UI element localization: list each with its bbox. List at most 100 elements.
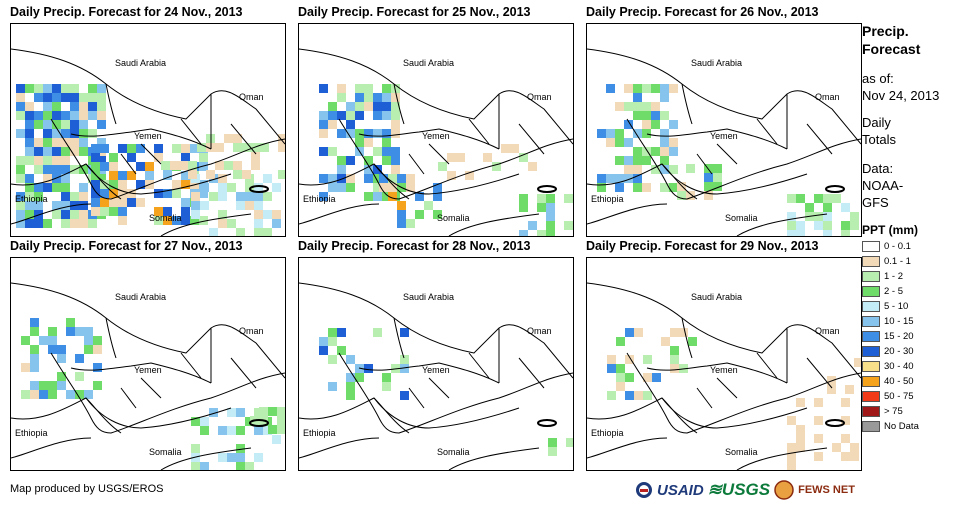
precip-cell xyxy=(233,170,242,179)
precip-cell xyxy=(97,120,106,129)
precip-cell xyxy=(254,408,263,417)
precip-cell xyxy=(346,382,355,391)
precip-cell xyxy=(814,398,823,407)
precip-cell xyxy=(218,183,227,192)
label-saudi-arabia: Saudi Arabia xyxy=(691,58,742,68)
precip-cell xyxy=(34,111,43,120)
precip-cell xyxy=(227,183,236,192)
forecast-panel-3: Daily Precip. Forecast for 26 Nov., 2013… xyxy=(586,5,870,237)
precip-cell xyxy=(625,355,634,364)
precip-cell xyxy=(388,192,397,201)
precip-cell xyxy=(227,426,236,435)
border-line xyxy=(393,83,450,175)
precip-cell xyxy=(625,391,634,400)
precip-cell xyxy=(660,165,669,174)
precip-cell xyxy=(686,191,695,200)
precip-cell xyxy=(100,189,109,198)
precip-cell xyxy=(100,207,109,216)
precip-cell xyxy=(546,194,555,203)
precip-cell xyxy=(319,84,328,93)
label-yemen: Yemen xyxy=(710,365,738,375)
precip-cell xyxy=(319,337,328,346)
precip-cell xyxy=(254,426,263,435)
border-line xyxy=(299,282,573,379)
usgs-logo: ≋USGS xyxy=(707,480,771,499)
precip-cell xyxy=(642,111,651,120)
border-line xyxy=(85,397,232,429)
precip-cell xyxy=(634,328,643,337)
precip-cell xyxy=(832,443,841,452)
precip-cell xyxy=(400,328,409,337)
precip-cell xyxy=(39,381,48,390)
precip-cell xyxy=(814,194,823,203)
precip-cell xyxy=(670,328,679,337)
precip-cell xyxy=(616,364,625,373)
precip-cell xyxy=(379,174,388,183)
precip-cell xyxy=(841,434,850,443)
precip-cell xyxy=(272,210,281,219)
precip-cell xyxy=(328,120,337,129)
precip-cell xyxy=(346,129,355,138)
legend-row: 2 - 5 xyxy=(862,284,903,299)
precip-cell xyxy=(519,153,528,162)
precip-cell xyxy=(91,144,100,153)
precip-cell xyxy=(537,203,546,212)
border-line xyxy=(468,94,545,155)
precip-cell xyxy=(34,183,43,192)
precip-cell xyxy=(346,111,355,120)
precip-cell xyxy=(236,453,245,462)
legend-swatch xyxy=(862,301,880,312)
precip-cell xyxy=(52,120,61,129)
precip-cell xyxy=(642,102,651,111)
precip-cell xyxy=(118,171,127,180)
precip-cell xyxy=(679,328,688,337)
map-canvas: Saudi Arabia Oman Yemen Ethiopia Somalia xyxy=(587,282,861,470)
precip-cell xyxy=(16,156,25,165)
precip-cell xyxy=(52,93,61,102)
precip-cell xyxy=(179,161,188,170)
precip-cell xyxy=(528,221,537,230)
precip-cell xyxy=(841,230,850,236)
precip-cell xyxy=(218,219,227,228)
precip-cell xyxy=(97,111,106,120)
precip-cell xyxy=(382,192,391,201)
precip-cell xyxy=(400,364,409,373)
precip-cell xyxy=(188,170,197,179)
precip-cell xyxy=(546,230,555,236)
precip-cell xyxy=(43,156,52,165)
precip-cell xyxy=(406,219,415,228)
precip-cell xyxy=(787,461,796,470)
precip-cell xyxy=(97,102,106,111)
precip-cell xyxy=(52,183,61,192)
forecast-map: Saudi Arabia Oman Yemen Ethiopia Somalia xyxy=(298,257,574,471)
precip-cell xyxy=(492,162,501,171)
legend: Precip. Forecast as of: Nov 24, 2013 Dai… xyxy=(862,22,967,439)
border-line xyxy=(70,128,212,150)
precip-cell xyxy=(528,162,537,171)
precip-cell xyxy=(61,192,70,201)
legend-swatch xyxy=(862,241,880,252)
precip-cell xyxy=(633,147,642,156)
precip-cell xyxy=(796,443,805,452)
precip-cell xyxy=(79,93,88,102)
precip-cell xyxy=(127,198,136,207)
legend-asof-label: as of: xyxy=(862,71,894,86)
forecast-panel-6: Daily Precip. Forecast for 29 Nov., 2013… xyxy=(586,239,870,471)
precip-cell xyxy=(373,93,382,102)
precip-cell xyxy=(624,165,633,174)
legend-data-line2: NOAA- xyxy=(862,178,904,193)
panel-title: Daily Precip. Forecast for 24 Nov., 2013 xyxy=(10,5,243,19)
precip-cell xyxy=(25,111,34,120)
precip-cell xyxy=(391,120,400,129)
precip-cell xyxy=(172,180,181,189)
precip-cell xyxy=(633,129,642,138)
map-credit: Map produced by USGS/EROS xyxy=(10,483,164,495)
precip-cell xyxy=(16,129,25,138)
precip-cell xyxy=(118,216,127,225)
precip-cell xyxy=(30,390,39,399)
legend-swatch xyxy=(862,331,880,342)
precip-cell xyxy=(278,170,285,179)
border-line xyxy=(180,328,257,389)
precip-cell xyxy=(447,153,456,162)
precip-cell xyxy=(79,120,88,129)
